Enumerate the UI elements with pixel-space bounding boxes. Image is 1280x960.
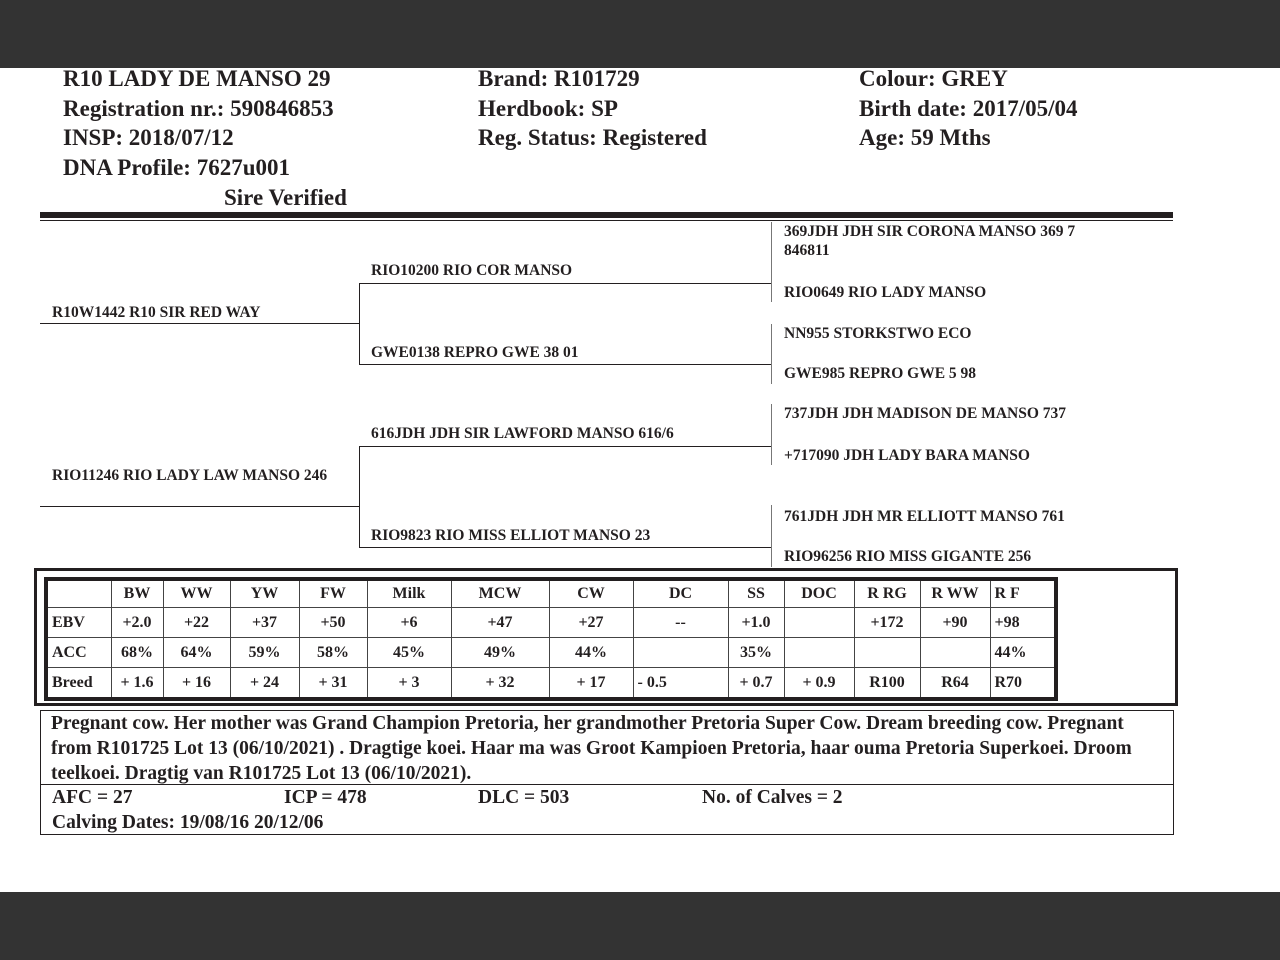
ebv-cell: -- <box>632 607 729 638</box>
ebv-cell: +98 <box>989 607 1057 638</box>
ebv-header-cell: FW <box>298 578 368 608</box>
great-grandparent: RIO96256 RIO MISS GIGANTE 256 <box>784 548 1032 565</box>
ebv-cell: 49% <box>450 637 550 668</box>
ebv-cell <box>783 637 855 668</box>
ebv-cell: 58% <box>298 637 368 668</box>
ebv-row: ACC 68% 64% 59% 58% 45% 49% 44% 35% 44% <box>45 637 1057 668</box>
great-grandparent: 761JDH JDH MR ELLIOTT MANSO 761 <box>784 508 1065 525</box>
sire: R10W1442 R10 SIR RED WAY <box>52 304 261 321</box>
great-grandparent: RIO0649 RIO LADY MANSO <box>784 284 987 301</box>
ebv-cell: 64% <box>162 637 231 668</box>
ebv-cell: + 0.9 <box>783 667 855 700</box>
bottom-bar <box>0 892 1280 960</box>
birth-date: Birth date: 2017/05/04 <box>859 96 1078 121</box>
ebv-cell: + 0.7 <box>727 667 785 700</box>
ebv-cell: 35% <box>727 637 785 668</box>
calves: No. of Calves = 2 <box>702 787 843 808</box>
ebv-cell: R70 <box>989 667 1057 700</box>
ebv-cell: ACC <box>45 637 112 668</box>
age: Age: 59 Mths <box>859 125 991 150</box>
ebv-cell: +2.0 <box>110 607 164 638</box>
ebv-header-cell <box>45 578 112 608</box>
divider <box>40 220 1173 221</box>
sire-verified: Sire Verified <box>224 185 347 210</box>
ebv-cell <box>853 637 921 668</box>
ebv-cell: - 0.5 <box>632 667 729 700</box>
ebv-cell: +90 <box>919 607 991 638</box>
top-bar <box>0 0 1280 68</box>
ebv-cell <box>919 637 991 668</box>
ebv-frame <box>34 568 1178 706</box>
afc: AFC = 27 <box>52 787 133 808</box>
ebv-cell: + 1.6 <box>110 667 164 700</box>
comment-box: Pregnant cow. Her mother was Grand Champ… <box>40 710 1174 785</box>
dlc: DLC = 503 <box>478 787 570 808</box>
ebv-cell: + 16 <box>162 667 231 700</box>
ebv-cell: 44% <box>989 637 1057 668</box>
ebv-cell: + 32 <box>450 667 550 700</box>
ebv-cell: R100 <box>853 667 921 700</box>
brand: Brand: R101729 <box>478 66 640 91</box>
ebv-cell: +1.0 <box>727 607 785 638</box>
colour: Colour: GREY <box>859 66 1008 91</box>
dna-profile: DNA Profile: 7627u001 <box>63 155 291 180</box>
ebv-cell: + 24 <box>229 667 300 700</box>
ebv-cell: 45% <box>366 637 452 668</box>
animal-name: R10 LADY DE MANSO 29 <box>63 66 331 91</box>
sire-sire: RIO10200 RIO COR MANSO <box>371 262 573 279</box>
sire-dam: GWE0138 REPRO GWE 38 01 <box>371 344 579 361</box>
ebv-cell: +22 <box>162 607 231 638</box>
ebv-cell: +47 <box>450 607 550 638</box>
ebv-header-cell: R F <box>989 578 1057 608</box>
ebv-row: Breed + 1.6 + 16 + 24 + 31 + 3 + 32 + 17- 0.5 + … <box>45 667 1057 700</box>
ebv-cell <box>783 607 855 638</box>
icp: ICP = 478 <box>284 787 367 808</box>
ebv-header-cell: R RG <box>853 578 921 608</box>
ebv-cell: +27 <box>548 607 634 638</box>
herdbook: Herdbook: SP <box>478 96 618 121</box>
ebv-cell: +6 <box>366 607 452 638</box>
ebv-cell: + 3 <box>366 667 452 700</box>
calving-dates: Calving Dates: 19/08/16 20/12/06 <box>52 812 324 833</box>
ebv-cell: + 31 <box>298 667 368 700</box>
ebv-cell: Breed <box>45 667 112 700</box>
ebv-header-cell: DC <box>632 578 729 608</box>
ebv-header-cell: YW <box>229 578 300 608</box>
great-grandparent: 737JDH JDH MADISON DE MANSO 737 <box>784 405 1067 422</box>
ebv-table: BW WW YW FW Milk MCW CW DC SS DOC R RG R WW R F EBV +2… <box>44 577 1058 701</box>
ebv-cell <box>632 637 729 668</box>
ebv-header-cell: DOC <box>783 578 855 608</box>
ebv-header-cell: BW <box>110 578 164 608</box>
ebv-cell: +172 <box>853 607 921 638</box>
reg-status: Reg. Status: Registered <box>478 125 707 150</box>
ebv-cell: + 17 <box>548 667 634 700</box>
calving-box: AFC = 27 ICP = 478 DLC = 503 No. of Calv… <box>40 784 1174 835</box>
ebv-header-cell: SS <box>727 578 785 608</box>
divider <box>40 212 1173 218</box>
ebv-header-cell: CW <box>548 578 634 608</box>
ebv-header-cell: MCW <box>450 578 550 608</box>
ebv-cell: 59% <box>229 637 300 668</box>
ebv-header-row: BW WW YW FW Milk MCW CW DC SS DOC R RG R WW R F <box>45 578 1057 608</box>
great-grandparent: +717090 JDH LADY BARA MANSO <box>784 447 1030 464</box>
dam-sire: 616JDH JDH SIR LAWFORD MANSO 616/6 <box>371 425 674 442</box>
great-grandparent: NN955 STORKSTWO ECO <box>784 325 972 342</box>
ebv-row: EBV +2.0 +22 +37 +50 +6 +47 +27 -- +1.0 +172 +90 +98 <box>45 607 1057 638</box>
ebv-cell: +50 <box>298 607 368 638</box>
ebv-cell: R64 <box>919 667 991 700</box>
great-grandparent: 369JDH JDH SIR CORONA MANSO 369 7 846811 <box>784 223 1076 259</box>
ebv-header-cell: Milk <box>366 578 452 608</box>
ebv-cell: 68% <box>110 637 164 668</box>
insp: INSP: 2018/07/12 <box>63 125 234 150</box>
dam-dam: RIO9823 RIO MISS ELLIOT MANSO 23 <box>371 527 651 544</box>
dam: RIO11246 RIO LADY LAW MANSO 246 <box>52 467 328 484</box>
great-grandparent: GWE985 REPRO GWE 5 98 <box>784 365 977 382</box>
comment-text: Pregnant cow. Her mother was Grand Champ… <box>51 713 1132 784</box>
ebv-cell: 44% <box>548 637 634 668</box>
ebv-header-cell: R WW <box>919 578 991 608</box>
registration: Registration nr.: 590846853 <box>63 96 334 121</box>
ebv-cell: EBV <box>45 607 112 638</box>
ebv-cell: +37 <box>229 607 300 638</box>
ebv-header-cell: WW <box>162 578 231 608</box>
